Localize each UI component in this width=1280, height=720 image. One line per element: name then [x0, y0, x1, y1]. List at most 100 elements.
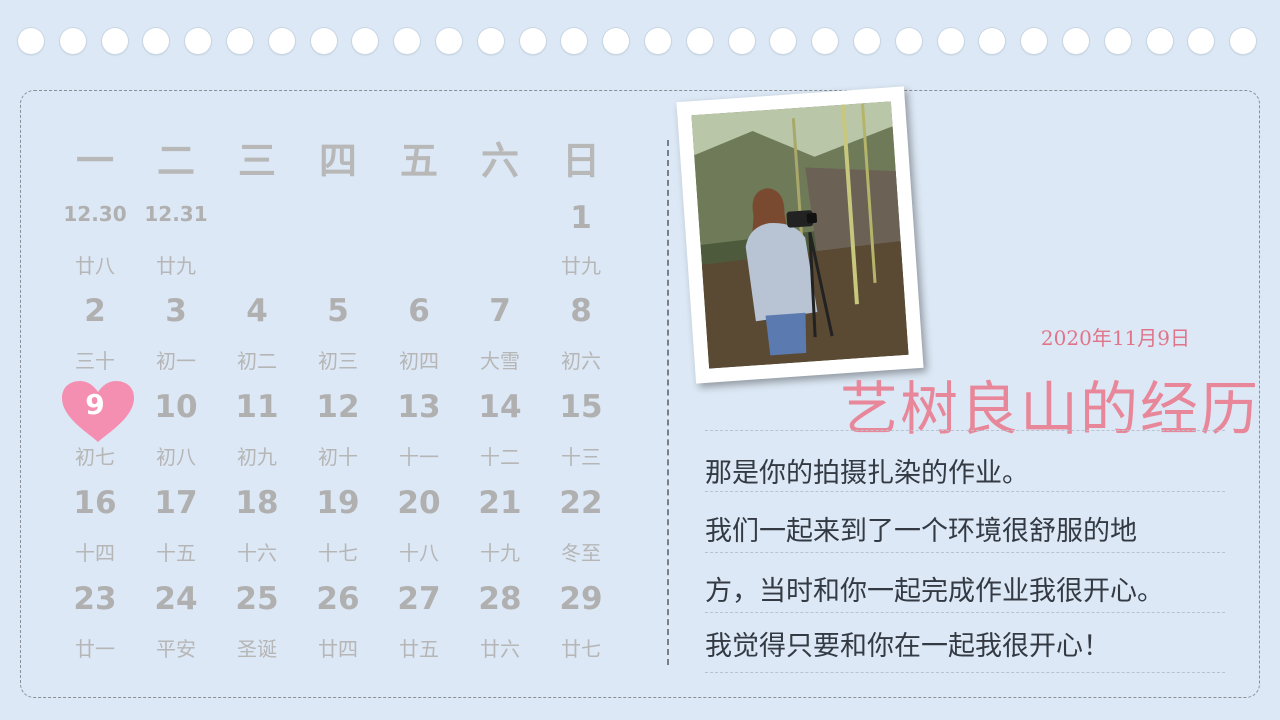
weekday-header: 日: [561, 138, 600, 183]
calendar-lunar-date: 初十: [318, 445, 358, 469]
calendar-day-number: 21: [478, 485, 522, 521]
calendar-lunar-date: 十三: [561, 445, 601, 469]
calendar-lunar-date: 十五: [156, 541, 196, 565]
binder-hole: [185, 28, 212, 54]
calendar-lunar-date: 初六: [561, 349, 601, 373]
binder-hole: [728, 28, 755, 54]
calendar-lunar-date: 廿六: [480, 637, 520, 661]
photo-of-person-with-camera-icon: [691, 101, 909, 369]
calendar-day-number: 29: [559, 581, 603, 617]
calendar-lunar-date: 十七: [318, 541, 358, 565]
polaroid-photo: [676, 86, 924, 384]
calendar-lunar-date: 廿五: [399, 637, 439, 661]
calendar-lunar-date: 十四: [75, 541, 115, 565]
binder-hole: [1104, 28, 1131, 54]
note-text-line-1: 那是你的拍摄扎染的作业。: [705, 458, 1029, 489]
binder-hole: [854, 28, 880, 54]
binder-hole: [59, 28, 86, 54]
calendar-day-number: 14: [478, 389, 522, 425]
calendar-day-number: 8: [570, 293, 592, 329]
binder-hole: [645, 28, 671, 54]
binder-hole: [937, 28, 964, 54]
calendar-lunar-date: 初四: [399, 349, 439, 373]
calendar-day-number: 12: [316, 389, 360, 425]
heart-icon: [62, 381, 134, 442]
calendar-lunar-date: 初一: [156, 349, 196, 373]
binder-hole: [812, 28, 839, 54]
calendar-day-number: 17: [154, 485, 198, 521]
binder-hole: [101, 28, 128, 54]
weekday-header: 二: [156, 138, 195, 183]
calendar-lunar-date: 十九: [480, 541, 520, 565]
calendar-day-number: 10: [154, 389, 198, 425]
calendar-lunar-date: 廿九: [156, 254, 196, 278]
binder-holes: [18, 28, 1268, 60]
binder-hole: [561, 28, 588, 54]
calendar-day-number: 24: [154, 581, 198, 617]
binder-hole: [1063, 28, 1089, 54]
calendar-day-number: 6: [408, 293, 430, 329]
calendar-day-number: 18: [235, 485, 279, 521]
calendar-day-number: 12.30: [63, 202, 127, 226]
entry-date: 2020年11月9日: [1040, 326, 1190, 350]
calendar-day-number: 15: [559, 389, 603, 425]
binder-hole: [436, 28, 462, 54]
note-line: [705, 672, 1225, 673]
calendar-lunar-date: 廿九: [561, 254, 601, 278]
binder-hole: [1230, 28, 1257, 54]
binder-hole: [352, 28, 379, 54]
calendar-lunar-date: 十二: [480, 445, 520, 469]
binder-hole: [394, 28, 421, 54]
binder-hole: [310, 28, 337, 54]
calendar-day-number: 22: [559, 485, 603, 521]
calendar-lunar-date: 廿一: [75, 637, 115, 661]
calendar-day-number: 3: [165, 293, 187, 329]
weekday-header: 五: [399, 138, 438, 183]
calendar-day-number: 26: [316, 581, 360, 617]
calendar-lunar-date: 廿七: [561, 637, 601, 661]
calendar-day-number: 20: [397, 485, 441, 521]
weekday-header: 一: [75, 138, 114, 183]
calendar-lunar-date: 冬至: [561, 541, 601, 565]
note-text-line-2: 我们一起来到了一个环境很舒服的地: [705, 516, 1137, 547]
note-text-line-3: 方，当时和你一起完成作业我很开心。: [705, 576, 1164, 607]
calendar-day-number: 11: [235, 389, 279, 425]
binder-hole: [477, 28, 504, 54]
calendar-day-number: 1: [570, 200, 592, 236]
calendar-day-number: 25: [235, 581, 279, 617]
calendar-lunar-date: 大雪: [480, 349, 520, 373]
calendar-day-number: 13: [397, 389, 441, 425]
calendar-day-number: 2: [84, 293, 106, 329]
weekday-header: 四: [318, 138, 357, 183]
binder-hole: [227, 28, 253, 54]
calendar-lunar-date: 平安: [156, 637, 196, 661]
calendar-lunar-date: 初三: [318, 349, 358, 373]
binder-hole: [519, 28, 546, 54]
vertical-divider: [667, 140, 669, 665]
calendar-lunar-date: 廿四: [318, 637, 358, 661]
calendar-lunar-date: 初二: [237, 349, 277, 373]
note-line: [705, 430, 1225, 431]
highlighted-day-number: 9: [85, 388, 105, 421]
binder-hole: [1146, 28, 1173, 54]
calendar-day-number: 5: [327, 293, 349, 329]
calendar-lunar-date: 初七: [75, 445, 115, 469]
calendar-day-number: 7: [489, 293, 511, 329]
calendar-day-number: 28: [478, 581, 522, 617]
note-line: [705, 612, 1225, 613]
calendar-lunar-date: 十六: [237, 541, 277, 565]
note-line: [705, 552, 1225, 553]
calendar-lunar-date: 圣诞: [237, 637, 277, 661]
calendar-card: [20, 90, 1260, 698]
note-line: [705, 491, 1225, 492]
calendar-day-number: 16: [73, 485, 117, 521]
weekday-header: 三: [237, 138, 276, 183]
calendar-lunar-date: 廿八: [75, 254, 115, 278]
calendar-lunar-date: 三十: [75, 349, 115, 373]
calendar-day-number: 23: [73, 581, 117, 617]
calendar-day-number: 19: [316, 485, 360, 521]
binder-hole: [1188, 28, 1215, 54]
calendar-day-number: 4: [246, 293, 268, 329]
calendar-lunar-date: 十八: [399, 541, 439, 565]
binder-hole: [143, 28, 170, 54]
